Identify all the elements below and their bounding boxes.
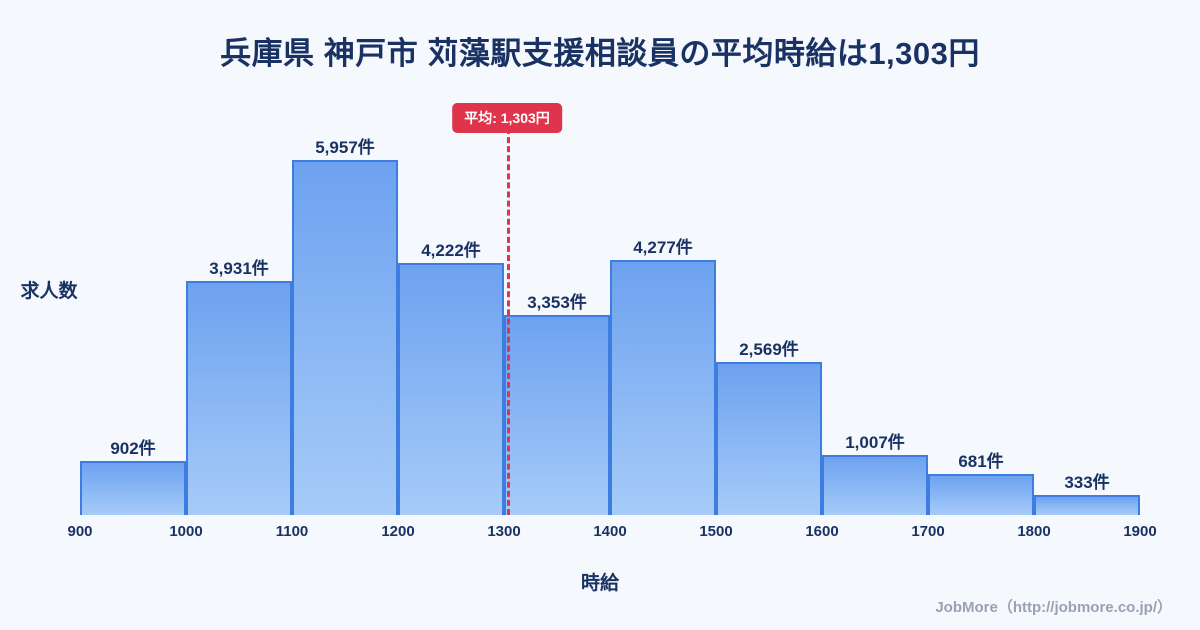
average-line xyxy=(507,128,510,515)
bar-value-label: 2,569件 xyxy=(739,340,799,359)
x-axis-tick: 1900 xyxy=(1123,523,1157,540)
average-badge: 平均: 1,303円 xyxy=(452,103,562,133)
histogram-bar xyxy=(610,260,716,515)
x-axis-tick: 1200 xyxy=(381,523,415,540)
chart-title: 兵庫県 神戸市 苅藻駅支援相談員の平均時給は1,303円 xyxy=(220,36,980,71)
histogram-bar xyxy=(80,461,186,515)
histogram-bar xyxy=(398,263,504,515)
bar-value-label: 902件 xyxy=(110,439,156,458)
histogram-bar xyxy=(1034,495,1140,515)
histogram-bar xyxy=(186,281,292,515)
bar-value-label: 4,277件 xyxy=(633,238,693,257)
bar-value-label: 3,931件 xyxy=(209,259,269,278)
x-axis-tick: 1800 xyxy=(1017,523,1051,540)
x-axis-tick: 1600 xyxy=(805,523,839,540)
x-axis-tick: 1100 xyxy=(275,523,309,540)
x-axis-tick: 1300 xyxy=(487,523,521,540)
x-axis-tick: 1000 xyxy=(169,523,203,540)
histogram-bar xyxy=(292,160,398,515)
bar-value-label: 1,007件 xyxy=(845,433,905,452)
bar-value-label: 3,353件 xyxy=(527,293,587,312)
bar-value-label: 681件 xyxy=(958,452,1004,471)
bar-value-label: 333件 xyxy=(1064,473,1110,492)
x-axis-tick: 1700 xyxy=(911,523,945,540)
x-axis-tick: 900 xyxy=(67,523,93,540)
x-axis-tick: 1400 xyxy=(593,523,627,540)
bar-value-label: 5,957件 xyxy=(315,138,375,157)
x-axis-label: 時給 xyxy=(580,573,619,594)
x-axis-tick: 1500 xyxy=(699,523,733,540)
histogram-bar xyxy=(504,315,610,515)
y-axis-label: 求人数 xyxy=(20,281,78,302)
histogram-bar xyxy=(822,455,928,515)
histogram-bar xyxy=(716,362,822,515)
footer-credit: JobMore（http://jobmore.co.jp/） xyxy=(935,599,1172,616)
plot-area: 902件 3,931件 5,957件 4,222件 3,353件 4,277件 2,569件… xyxy=(80,138,1140,515)
histogram-bar xyxy=(928,474,1034,515)
bar-value-label: 4,222件 xyxy=(421,241,481,260)
